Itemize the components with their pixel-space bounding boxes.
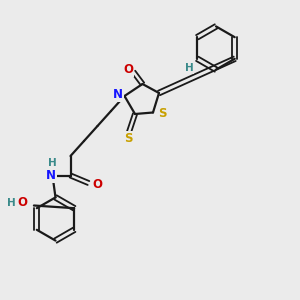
Text: N: N (113, 88, 123, 101)
Text: O: O (18, 196, 28, 209)
Text: H: H (7, 197, 16, 208)
Text: O: O (92, 178, 103, 191)
Text: N: N (46, 169, 56, 182)
Text: S: S (158, 106, 166, 120)
Text: H: H (48, 158, 57, 169)
Text: O: O (123, 63, 133, 76)
Text: S: S (124, 132, 133, 145)
Text: H: H (185, 63, 194, 74)
